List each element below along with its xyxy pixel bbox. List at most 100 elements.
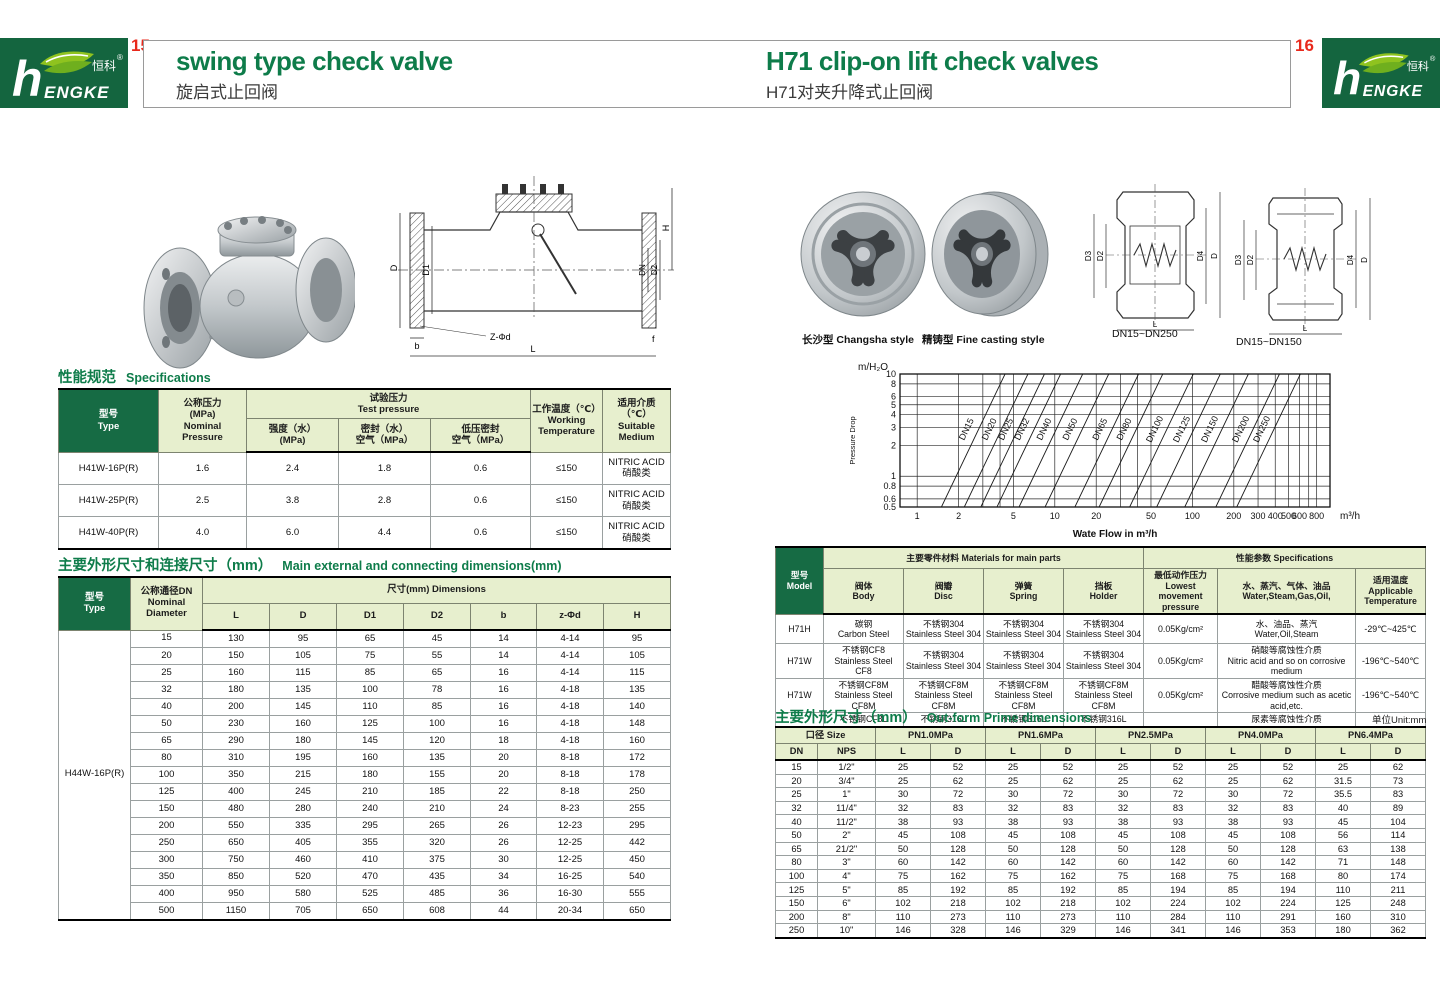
table-cell: 83 (1260, 800, 1316, 816)
right-title-group: H71 clip-on lift check valves H71对夹升降式止回… (766, 46, 1099, 103)
table-cell: 20 (130, 647, 203, 665)
table-row: 80 3" 60 142 60 142 60 142 60 142 71 148 (775, 855, 1426, 870)
col-header-body: 阀体 Body (823, 568, 904, 616)
table-cell: 62 (1370, 759, 1426, 775)
table-cell: 125 (1315, 895, 1371, 911)
wafer-valve-photo-changsha (788, 186, 938, 331)
table-cell: 不锈钢304 Stainless Steel 304 (903, 613, 984, 645)
caption-dn15-dn150: DN15~DN150 (1236, 336, 1302, 348)
table-row: 25 1" 30 72 30 72 30 72 30 72 35.5 83 (775, 787, 1426, 802)
table-cell: 108 (1040, 827, 1096, 843)
wafer-valve-drawing-dn250: D3 D2 D4 D L (1078, 180, 1233, 345)
table-cell: 8-18 (536, 766, 604, 784)
table-cell: 168 (1150, 868, 1206, 884)
table-cell: 52 (1040, 759, 1096, 775)
svg-text:2: 2 (891, 440, 896, 450)
table-cell: 550 (202, 817, 270, 835)
table-row: 20 3/4" 25 62 25 62 25 62 25 62 31.5 73 (775, 773, 1426, 789)
table-cell: 30 (1205, 787, 1261, 802)
table-cell: 273 (1040, 909, 1096, 925)
table-cell: 71 (1315, 855, 1371, 870)
table-row: 32 11/4" 32 83 32 83 32 83 32 83 40 89 (775, 800, 1426, 816)
table-cell: 56 (1315, 827, 1371, 843)
dimensions-section-title: 主要外形尺寸和连接尺寸（mm） Main external and connect… (58, 554, 562, 575)
table-cell: 150 (775, 895, 818, 911)
table-cell: NITRIC ACID 硝酸类 (602, 484, 672, 517)
table-cell: 36 (470, 885, 537, 903)
table-cell: 4-18 (536, 681, 604, 699)
table-cell: 12-23 (536, 817, 604, 835)
table-cell: 25 (1095, 759, 1151, 775)
table-cell: 290 (202, 732, 270, 750)
table-cell: 38 (1095, 814, 1151, 829)
table-cell: 93 (1260, 814, 1316, 829)
table-cell: 150 (130, 800, 203, 818)
table-row: H71H 碳钢 Carbon Steel 不锈钢304 Stainless Stee… (775, 613, 1427, 645)
wafer-valve-photo-fine-casting (926, 180, 1051, 335)
table-cell: 580 (269, 885, 337, 903)
table-cell: 329 (1040, 923, 1096, 939)
table-cell: 194 (1150, 882, 1206, 897)
table-cell: 52 (1150, 759, 1206, 775)
table-cell: 93 (930, 814, 986, 829)
table-cell: 215 (269, 766, 337, 784)
section-title-cn: 主要外形尺寸（mm） (775, 710, 917, 726)
dim-label: H (661, 225, 671, 232)
table-cell: 110 (985, 909, 1041, 925)
table-cell: 6.0 (246, 516, 339, 550)
table-cell: 73 (1370, 773, 1426, 789)
table-cell: 30 (1095, 787, 1151, 802)
table-cell: 4-14 (536, 647, 604, 665)
table-cell: 44 (470, 902, 537, 921)
table-cell: 60 (1095, 855, 1151, 870)
table-cell: 62 (1260, 773, 1316, 789)
table-cell: 485 (403, 885, 471, 903)
table-cell: 300 (130, 851, 203, 869)
table-cell: 78 (403, 681, 471, 699)
col-header-type: 型号 Type (58, 576, 131, 631)
dim-label: L (1303, 324, 1308, 333)
table-cell: 500 (130, 902, 203, 921)
section-title-en: Out-form Prime dimensions (926, 711, 1092, 725)
table-cell: 114 (1370, 827, 1426, 843)
table-cell: 4-14 (536, 664, 604, 682)
table-row: 100 4" 75 162 75 162 75 168 75 168 80 174 (775, 868, 1426, 884)
table-cell: 210 (403, 800, 471, 818)
table-cell: 20-34 (536, 902, 604, 921)
table-cell: 93 (1150, 814, 1206, 829)
table-cell: 75 (336, 647, 404, 665)
outform-section-title: 主要外形尺寸（mm） Out-form Prime dimensions (775, 706, 1091, 727)
sub-header-d: D (1260, 743, 1316, 761)
table-cell: 24 (470, 800, 537, 818)
table-cell: 75 (875, 868, 931, 884)
col-header-D1: D1 (336, 603, 404, 631)
table-cell: 146 (1205, 923, 1261, 939)
table-cell: -29℃~425℃ (1355, 613, 1427, 645)
table-cell: 168 (1260, 868, 1316, 884)
col-header-disc: 阀瓣 Disc (903, 568, 984, 616)
table-cell: 32 (1095, 800, 1151, 816)
table-cell: 115 (269, 664, 337, 682)
right-page-title: H71 clip-on lift check valves (766, 46, 1099, 76)
table-row: 50 230 160 125 100 16 4-18 148 (59, 715, 671, 733)
table-cell: 80 (1315, 868, 1371, 884)
table-cell: 32 (130, 681, 203, 699)
svg-text:6: 6 (891, 392, 896, 402)
table-cell: 192 (930, 882, 986, 897)
table-cell: 162 (930, 868, 986, 884)
col-header-model: 型号 Model (775, 546, 824, 615)
leaf-vein (1364, 55, 1404, 64)
dim-label: D (1360, 257, 1369, 263)
table-cell: 85 (403, 698, 471, 716)
dim-label: Z-Φd (490, 332, 511, 342)
table-cell: 40 (1315, 800, 1371, 816)
table-cell: 200 (202, 698, 270, 716)
table-cell: 280 (269, 800, 337, 818)
table-cell: 15 (130, 629, 203, 648)
table-cell: 180 (1315, 923, 1371, 939)
dim-label: f (652, 334, 655, 344)
table-cell: 34 (470, 868, 537, 886)
table-cell: 148 (603, 715, 671, 733)
table-cell: 102 (1095, 895, 1151, 911)
sub-header-d: D (1150, 743, 1206, 761)
